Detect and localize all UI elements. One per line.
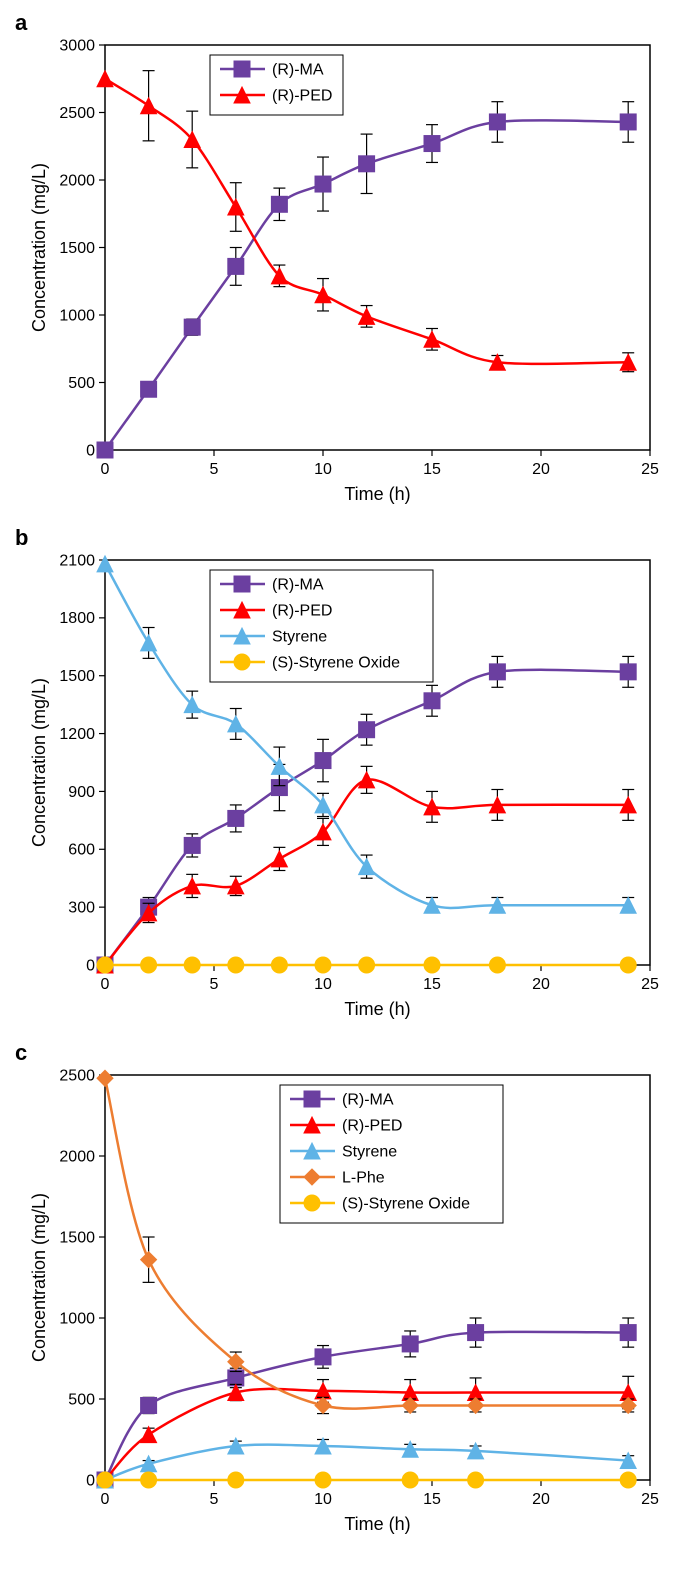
svg-text:20: 20: [532, 976, 550, 993]
svg-text:Concentration (mg/L): Concentration (mg/L): [29, 163, 49, 332]
svg-text:0: 0: [101, 1491, 110, 1508]
svg-text:L-Phe: L-Phe: [342, 1169, 385, 1186]
svg-text:10: 10: [314, 976, 332, 993]
svg-text:Styrene: Styrene: [342, 1143, 397, 1160]
svg-text:Time (h): Time (h): [344, 1514, 410, 1534]
panel-c-label: c: [15, 1040, 27, 1066]
svg-text:0: 0: [86, 1472, 95, 1489]
svg-text:2100: 2100: [59, 552, 95, 569]
panel-b: b 0 5 10 15 20 25 0 300 600 900 1200 1500 1800 2100 Ti…: [10, 525, 675, 1030]
svg-text:(S)-Styrene Oxide: (S)-Styrene Oxide: [272, 654, 400, 671]
panel-b-label: b: [15, 525, 28, 551]
svg-text:15: 15: [423, 976, 441, 993]
svg-text:(R)-MA: (R)-MA: [272, 61, 324, 78]
svg-text:(R)-MA: (R)-MA: [272, 576, 324, 593]
svg-text:(S)-Styrene Oxide: (S)-Styrene Oxide: [342, 1195, 470, 1212]
svg-text:15: 15: [423, 461, 441, 478]
svg-text:(R)-PED: (R)-PED: [342, 1117, 402, 1134]
chart-a: 0 5 10 15 20 25 0 500 1000 1500 2000 2500 3000 Time (…: [10, 10, 675, 515]
panel-a: a 0 5 10 15 20 25 0 500 1000 1500 2000 2500 3000 Time…: [10, 10, 675, 515]
svg-text:0: 0: [86, 442, 95, 459]
svg-text:10: 10: [314, 461, 332, 478]
svg-text:1000: 1000: [59, 1310, 95, 1327]
svg-text:10: 10: [314, 1491, 332, 1508]
svg-text:1500: 1500: [59, 240, 95, 257]
chart-c: 0 5 10 15 20 25 0 500 1000 1500 2000 2500 Time (h) Co…: [10, 1040, 675, 1545]
svg-text:Time (h): Time (h): [344, 484, 410, 504]
panel-c: c 0 5 10 15 20 25 0 500 1000 1500 2000 2500 Time (h)…: [10, 1040, 675, 1545]
svg-text:(R)-PED: (R)-PED: [272, 602, 332, 619]
svg-text:500: 500: [68, 375, 95, 392]
svg-text:1200: 1200: [59, 726, 95, 743]
svg-text:(R)-MA: (R)-MA: [342, 1091, 394, 1108]
svg-text:0: 0: [86, 957, 95, 974]
svg-text:0: 0: [101, 976, 110, 993]
svg-text:25: 25: [641, 976, 659, 993]
svg-text:1800: 1800: [59, 610, 95, 627]
svg-text:900: 900: [68, 784, 95, 801]
svg-text:600: 600: [68, 842, 95, 859]
svg-text:2000: 2000: [59, 1148, 95, 1165]
svg-text:1500: 1500: [59, 1229, 95, 1246]
chart-b: 0 5 10 15 20 25 0 300 600 900 1200 1500 1800 2100 Time…: [10, 525, 675, 1030]
svg-text:(R)-PED: (R)-PED: [272, 87, 332, 104]
svg-text:25: 25: [641, 1491, 659, 1508]
svg-text:5: 5: [210, 976, 219, 993]
svg-text:5: 5: [210, 1491, 219, 1508]
svg-text:3000: 3000: [59, 37, 95, 54]
svg-text:5: 5: [210, 461, 219, 478]
svg-text:2000: 2000: [59, 172, 95, 189]
svg-text:20: 20: [532, 1491, 550, 1508]
svg-text:0: 0: [101, 461, 110, 478]
svg-text:Concentration (mg/L): Concentration (mg/L): [29, 678, 49, 847]
svg-text:2500: 2500: [59, 1067, 95, 1084]
svg-text:1000: 1000: [59, 307, 95, 324]
svg-text:Concentration (mg/L): Concentration (mg/L): [29, 1193, 49, 1362]
svg-text:25: 25: [641, 461, 659, 478]
svg-text:20: 20: [532, 461, 550, 478]
svg-text:500: 500: [68, 1391, 95, 1408]
svg-text:15: 15: [423, 1491, 441, 1508]
svg-text:1500: 1500: [59, 668, 95, 685]
svg-text:Time (h): Time (h): [344, 999, 410, 1019]
svg-text:Styrene: Styrene: [272, 628, 327, 645]
panel-a-label: a: [15, 10, 27, 36]
svg-text:2500: 2500: [59, 105, 95, 122]
svg-text:300: 300: [68, 899, 95, 916]
